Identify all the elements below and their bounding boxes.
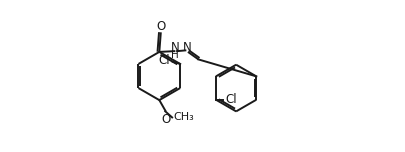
Text: CH₃: CH₃ (173, 112, 194, 122)
Text: N: N (182, 41, 191, 54)
Text: H: H (171, 50, 179, 60)
Text: Cl: Cl (158, 54, 170, 67)
Text: N: N (171, 41, 179, 54)
Text: Cl: Cl (225, 93, 237, 106)
Text: O: O (161, 113, 171, 126)
Text: O: O (156, 20, 165, 33)
